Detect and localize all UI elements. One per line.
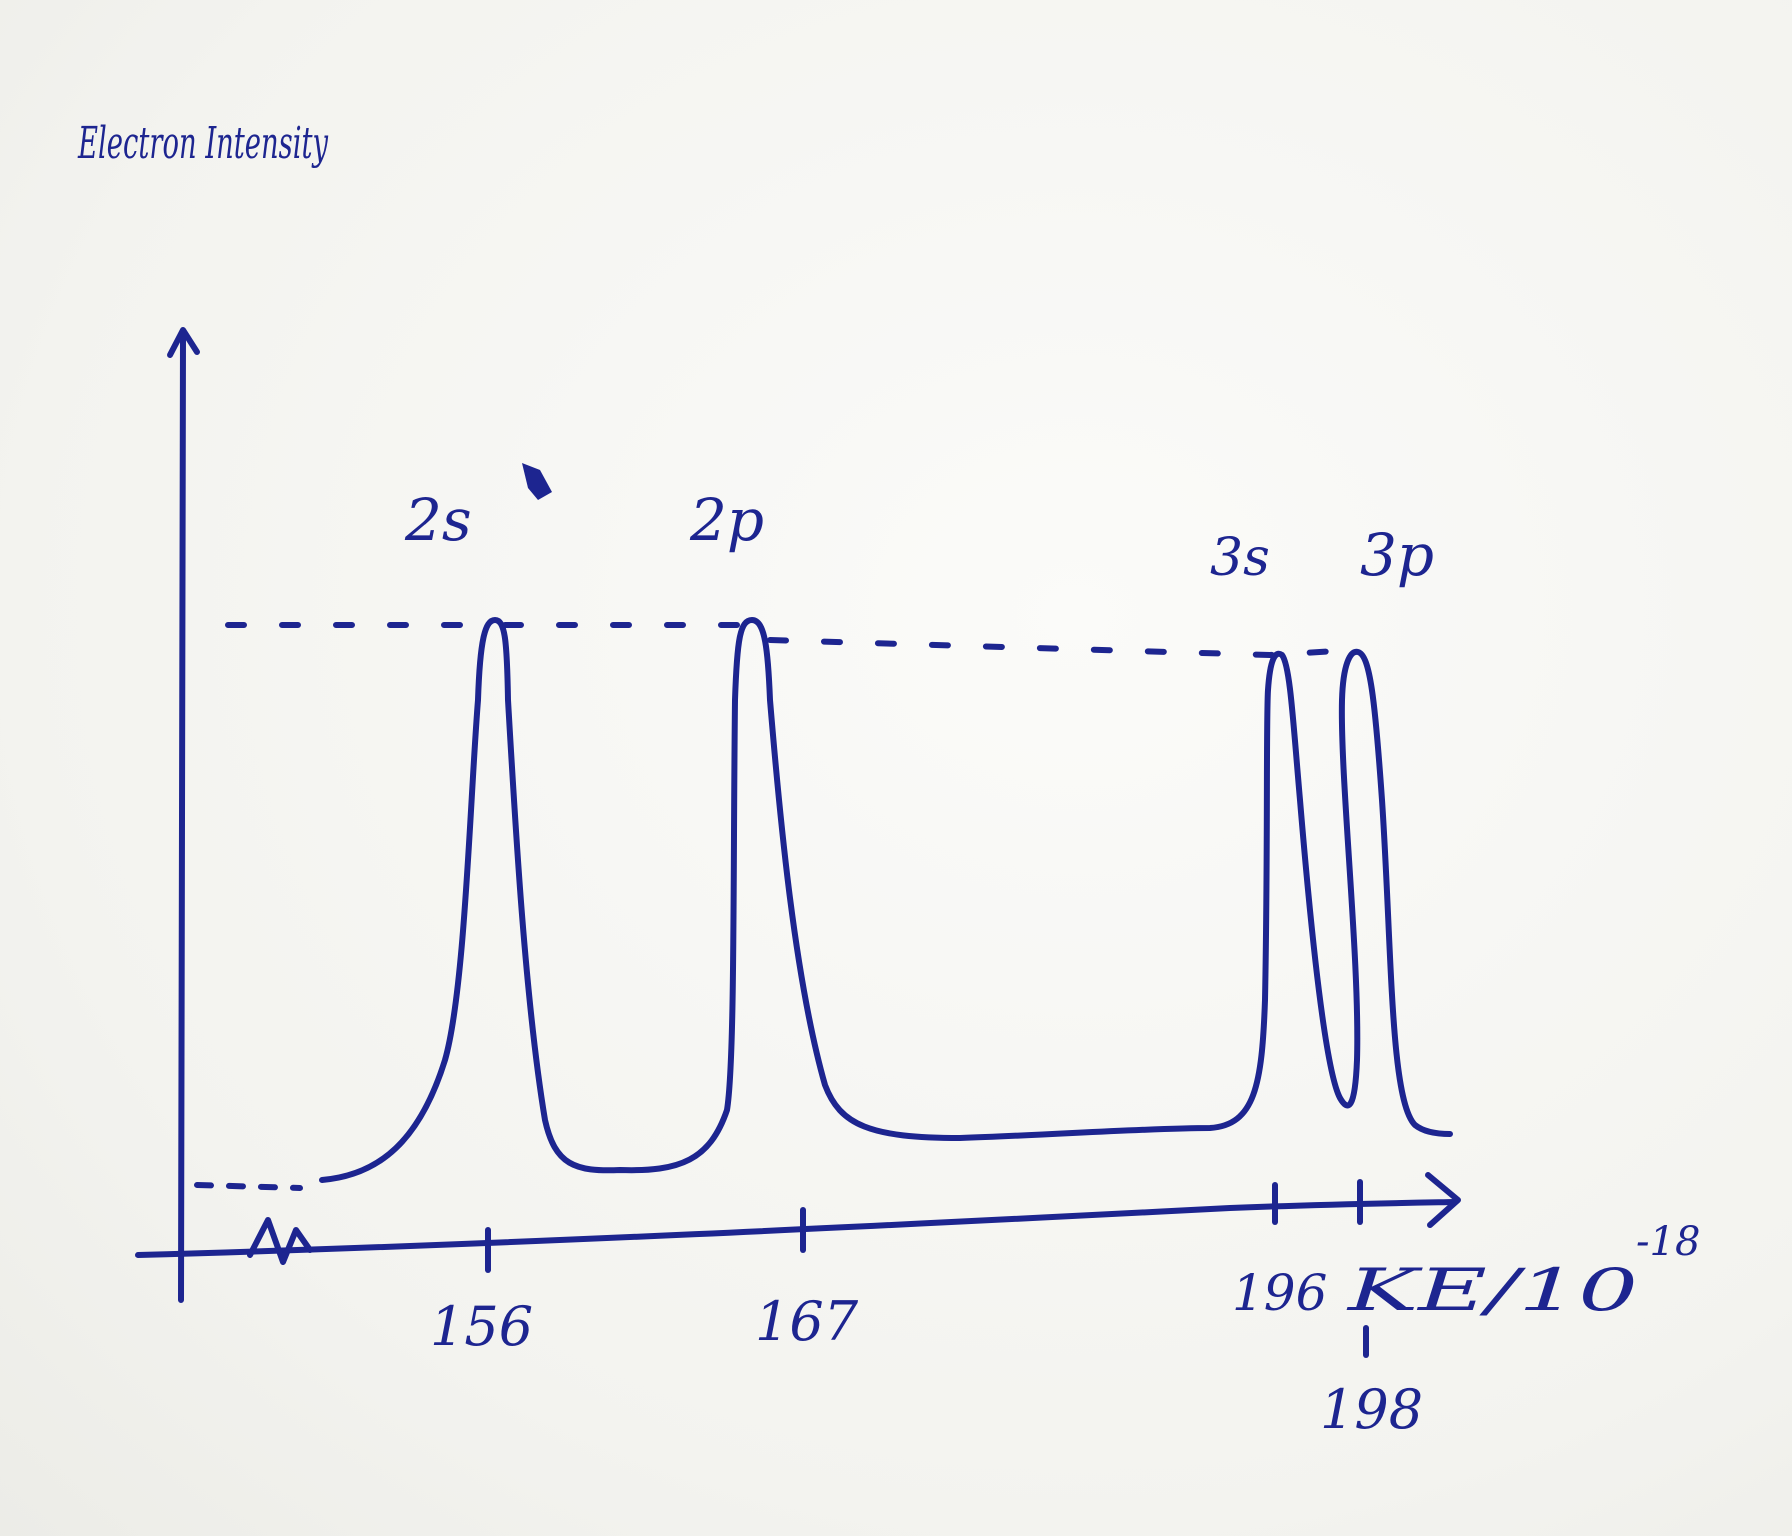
tick-label-196: 196 [1232,1264,1327,1322]
baseline-dash [194,1182,303,1191]
y-axis [178,332,186,1303]
peak-label-3s: 3s [1210,528,1270,588]
tick-label-198: 198 [1320,1378,1423,1441]
tick-label-167: 167 [755,1290,859,1353]
peak-label-3p: 3p [1360,521,1434,589]
ink-blot [522,463,552,500]
tick-label-156: 156 [430,1295,533,1358]
peak-label-2p: 2p [689,486,764,554]
x-axis-arrow [1425,1172,1461,1228]
x-axis-label: KE/10 [1346,1256,1638,1324]
x-axis-exponent: -18 [1636,1219,1700,1265]
x-axis [135,1199,1458,1258]
peak-height-dashed-line [225,622,1355,658]
y-axis-label: Electron Intensity [77,118,328,169]
peak-label-2s: 2s [404,486,472,554]
spectrum-trace [319,617,1453,1183]
y-axis-arrow [167,327,200,358]
axis-break-squiggle [247,1217,313,1265]
